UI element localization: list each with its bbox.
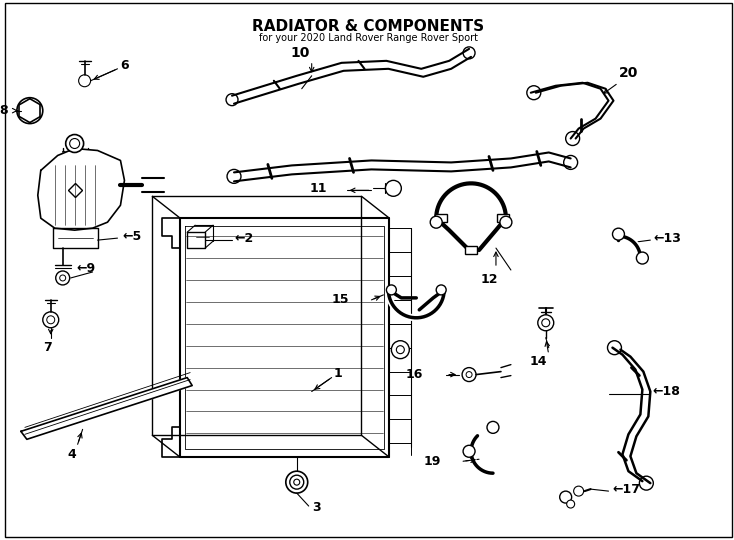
- FancyBboxPatch shape: [465, 246, 477, 254]
- Polygon shape: [37, 148, 125, 230]
- Text: ←18: ←18: [653, 385, 680, 398]
- Circle shape: [59, 275, 65, 281]
- Circle shape: [294, 479, 299, 485]
- Circle shape: [487, 421, 499, 433]
- Circle shape: [538, 315, 553, 331]
- Circle shape: [286, 471, 308, 493]
- Text: for your 2020 Land Rover Range Rover Sport: for your 2020 Land Rover Range Rover Spo…: [259, 33, 478, 43]
- Circle shape: [636, 252, 648, 264]
- Circle shape: [70, 139, 79, 148]
- Circle shape: [79, 75, 90, 87]
- Text: 14: 14: [530, 355, 548, 368]
- Circle shape: [47, 316, 55, 324]
- Circle shape: [574, 486, 584, 496]
- Circle shape: [500, 216, 512, 228]
- Circle shape: [560, 491, 572, 503]
- Polygon shape: [21, 377, 192, 440]
- Text: 6: 6: [120, 59, 129, 72]
- Circle shape: [385, 180, 401, 197]
- Text: ←17: ←17: [612, 483, 641, 496]
- Text: 19: 19: [424, 455, 441, 468]
- Circle shape: [430, 216, 442, 228]
- Circle shape: [56, 271, 70, 285]
- Circle shape: [462, 368, 476, 382]
- Circle shape: [391, 341, 410, 359]
- Circle shape: [463, 446, 475, 457]
- Circle shape: [436, 285, 446, 295]
- Text: 20: 20: [619, 66, 638, 80]
- FancyBboxPatch shape: [435, 214, 447, 222]
- Text: 8: 8: [0, 104, 8, 117]
- Text: 11: 11: [309, 182, 327, 195]
- Circle shape: [396, 346, 404, 354]
- Text: 10: 10: [290, 46, 310, 60]
- Text: 1: 1: [334, 367, 342, 380]
- Text: 3: 3: [312, 501, 320, 514]
- Circle shape: [43, 312, 59, 328]
- Text: 4: 4: [68, 448, 76, 461]
- Text: ←2: ←2: [234, 232, 253, 245]
- Circle shape: [290, 475, 304, 489]
- Text: ←13: ←13: [653, 232, 681, 245]
- Circle shape: [386, 285, 396, 295]
- Text: ←9: ←9: [76, 261, 95, 274]
- Circle shape: [567, 500, 575, 508]
- FancyBboxPatch shape: [497, 214, 509, 222]
- Text: ←5: ←5: [123, 230, 142, 242]
- Circle shape: [542, 319, 550, 327]
- Circle shape: [466, 372, 472, 377]
- Text: 7: 7: [43, 341, 51, 354]
- Circle shape: [17, 98, 43, 124]
- Text: RADIATOR & COMPONENTS: RADIATOR & COMPONENTS: [252, 19, 484, 34]
- Circle shape: [612, 228, 625, 240]
- Text: 12: 12: [480, 273, 498, 286]
- Text: 15: 15: [332, 293, 349, 306]
- Text: 16: 16: [406, 368, 424, 381]
- Circle shape: [65, 134, 84, 152]
